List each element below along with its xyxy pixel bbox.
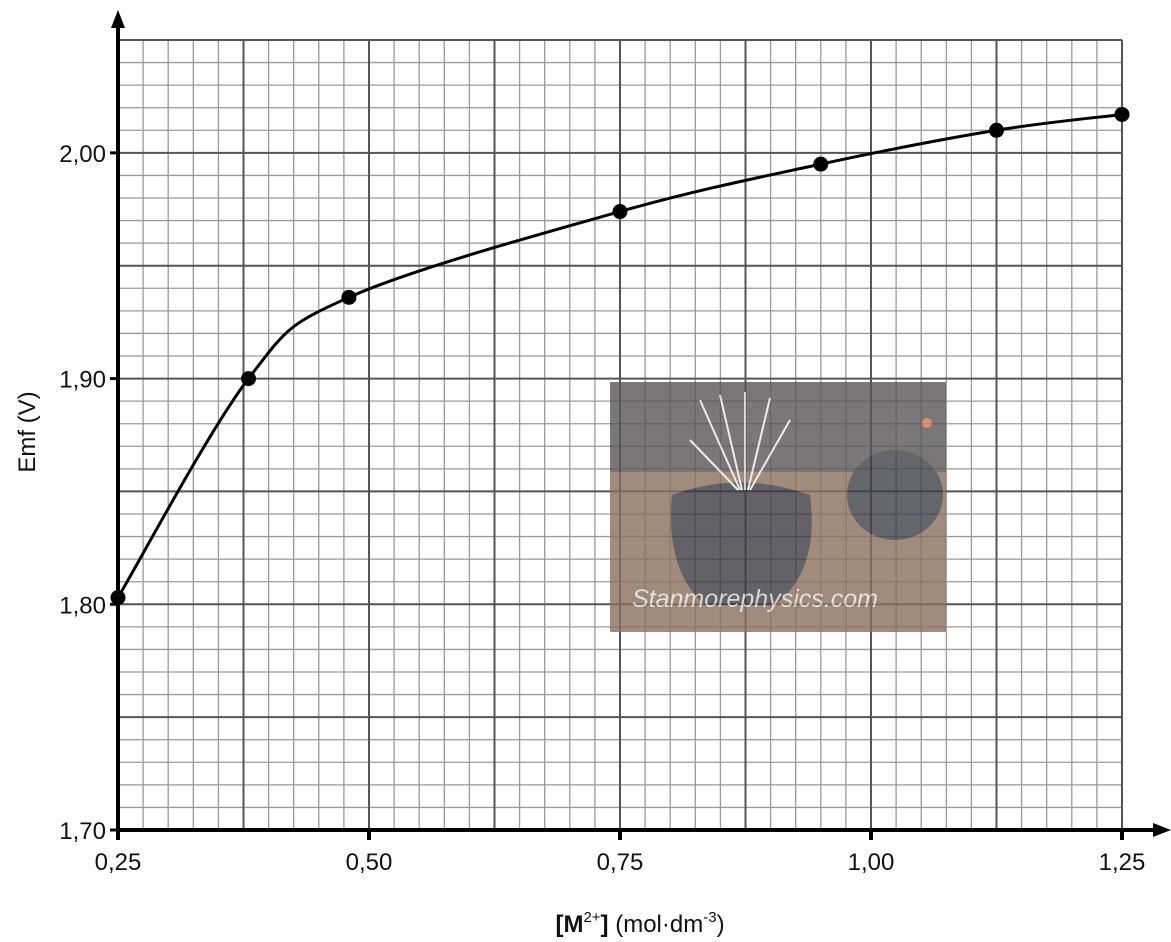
x-ticks: 0,25 0,50 0,75 1,00 1,25 xyxy=(95,830,1146,876)
y-axis-arrow xyxy=(111,10,125,28)
x-tick-label: 0,25 xyxy=(95,849,142,876)
x-tick-label: 1,00 xyxy=(848,849,895,876)
x-axis-title-unit: (mol·dm xyxy=(609,911,704,938)
watermark-flower xyxy=(922,418,932,428)
x-axis-title-charge: 2+ xyxy=(583,909,600,926)
data-point xyxy=(341,289,357,305)
watermark-plant xyxy=(689,392,791,491)
x-axis-title: [M2+] (mol·dm-3) xyxy=(555,909,724,938)
watermark-pot-left xyxy=(670,482,812,605)
x-axis-title-unit-close: ) xyxy=(717,911,725,938)
x-axis-arrow xyxy=(1153,823,1171,837)
y-axis-title: Emf (V) xyxy=(14,391,41,472)
y-tick-label: 1,80 xyxy=(59,592,106,619)
data-point xyxy=(241,371,257,387)
y-tick-label: 1,70 xyxy=(59,818,106,845)
watermark-image: Stanmorephysics.com xyxy=(610,382,946,632)
data-points xyxy=(110,106,1130,606)
x-tick-label: 0,75 xyxy=(597,849,644,876)
data-point xyxy=(110,590,126,606)
y-tick-label: 2,00 xyxy=(59,141,106,168)
y-ticks: 1,70 1,80 1,90 2,00 xyxy=(59,141,118,845)
x-axis-title-bracket-close: ] xyxy=(601,911,609,938)
x-tick-label: 1,25 xyxy=(1099,849,1146,876)
x-tick-label: 0,50 xyxy=(346,849,393,876)
data-point xyxy=(612,204,628,220)
y-tick-label: 1,90 xyxy=(59,367,106,394)
axes xyxy=(111,10,1171,837)
x-axis-title-unit-exponent: -3 xyxy=(703,909,716,926)
trend-curve xyxy=(116,112,1123,599)
x-axis-title-bracket-open: [ xyxy=(555,911,563,938)
watermark-text: Stanmorephysics.com xyxy=(632,585,878,613)
data-point xyxy=(1114,106,1130,122)
watermark-pot-right xyxy=(847,450,943,540)
x-axis-title-species: M xyxy=(563,911,583,938)
data-point xyxy=(813,156,829,172)
data-point xyxy=(989,122,1004,138)
